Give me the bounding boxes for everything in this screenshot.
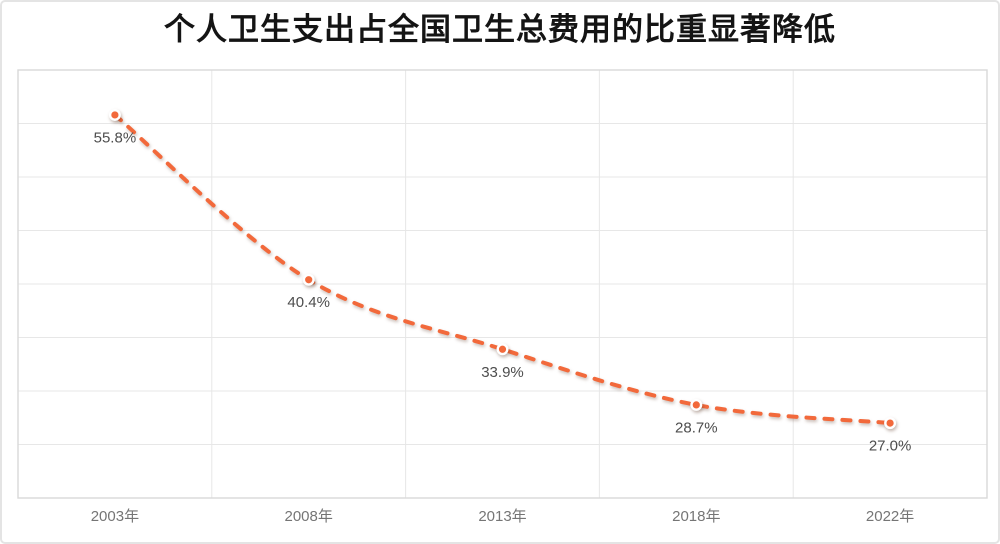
data-label: 55.8% xyxy=(94,129,137,146)
data-point-marker xyxy=(302,273,315,286)
plot-area-border xyxy=(17,69,988,499)
x-axis-label: 2022年 xyxy=(866,508,914,525)
data-point-marker xyxy=(884,417,897,430)
chart-title: 个人卫生支出占全国卫生总费用的比重显著降低 xyxy=(164,12,836,47)
x-axis-label: 2013年 xyxy=(478,508,526,525)
series-line xyxy=(112,112,893,426)
data-label: 27.0% xyxy=(869,438,912,455)
data-label: 28.7% xyxy=(675,419,718,436)
data-point-marker xyxy=(496,343,509,356)
x-axis-label: 2008年 xyxy=(285,508,333,525)
data-point-marker xyxy=(108,108,121,121)
x-axis-label: 2018年 xyxy=(672,508,720,525)
data-label: 33.9% xyxy=(481,364,524,381)
data-point-marker xyxy=(690,398,703,411)
data-label: 40.4% xyxy=(287,294,330,311)
x-axis-label: 2003年 xyxy=(91,508,139,525)
